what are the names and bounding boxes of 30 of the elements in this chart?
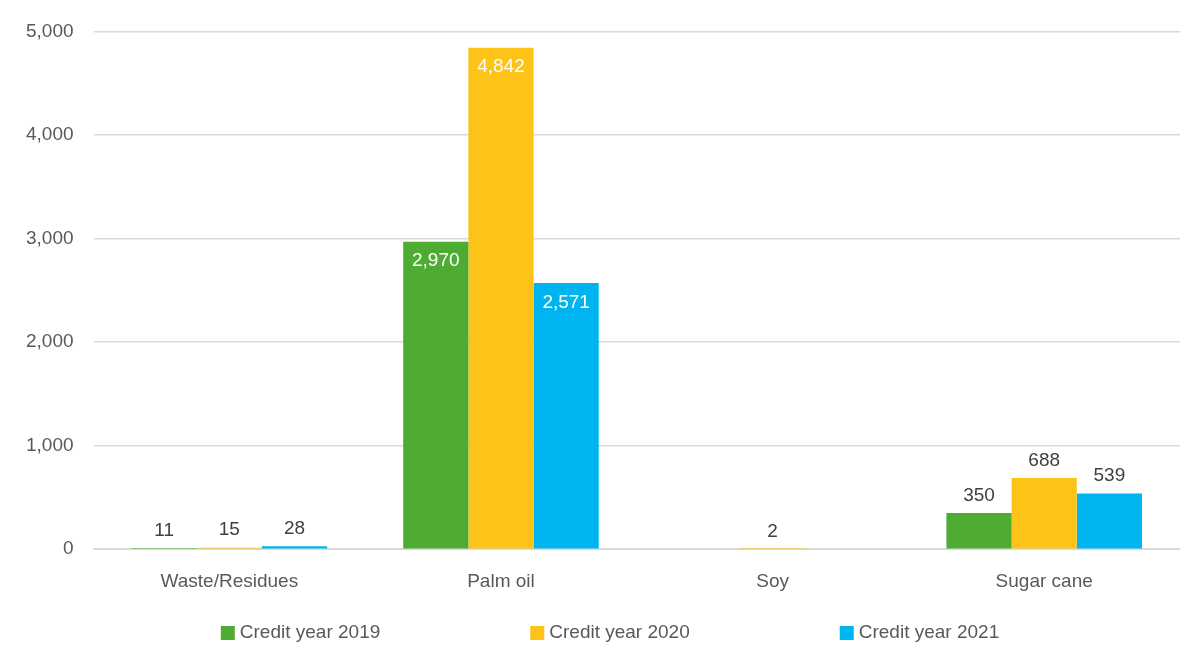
bar [1011,477,1077,549]
y-tick-label: 3,000 [26,226,74,248]
x-tick-label: Soy [756,569,790,591]
bar [261,546,328,549]
y-tick-label: 1,000 [26,433,74,455]
data-label: 15 [218,518,240,540]
data-label: 28 [283,517,306,539]
data-label: 539 [1093,464,1126,486]
bar [403,241,469,549]
data-label: 4,842 [477,55,525,77]
x-tick-label: Waste/Residues [160,569,299,591]
x-tick-label: Sugar cane [995,569,1093,591]
data-label: 2 [767,519,778,541]
legend-label: Credit year 2021 [858,621,1000,643]
data-label: 11 [154,518,175,540]
data-label: 2,571 [542,290,590,312]
data-label: 688 [1028,448,1061,470]
bar [946,512,1012,549]
bar [1076,493,1142,549]
bar [533,282,599,549]
y-tick-label: 5,000 [26,19,74,41]
x-tick-label: Palm oil [467,569,535,591]
y-tick-label: 0 [62,537,74,559]
data-label: 350 [963,483,995,505]
y-tick-label: 4,000 [26,123,74,145]
legend-label: Credit year 2019 [239,621,381,643]
data-label: 2,970 [412,249,460,271]
legend-label: Credit year 2020 [549,621,690,643]
bar [468,47,534,549]
y-tick-label: 2,000 [26,330,74,352]
